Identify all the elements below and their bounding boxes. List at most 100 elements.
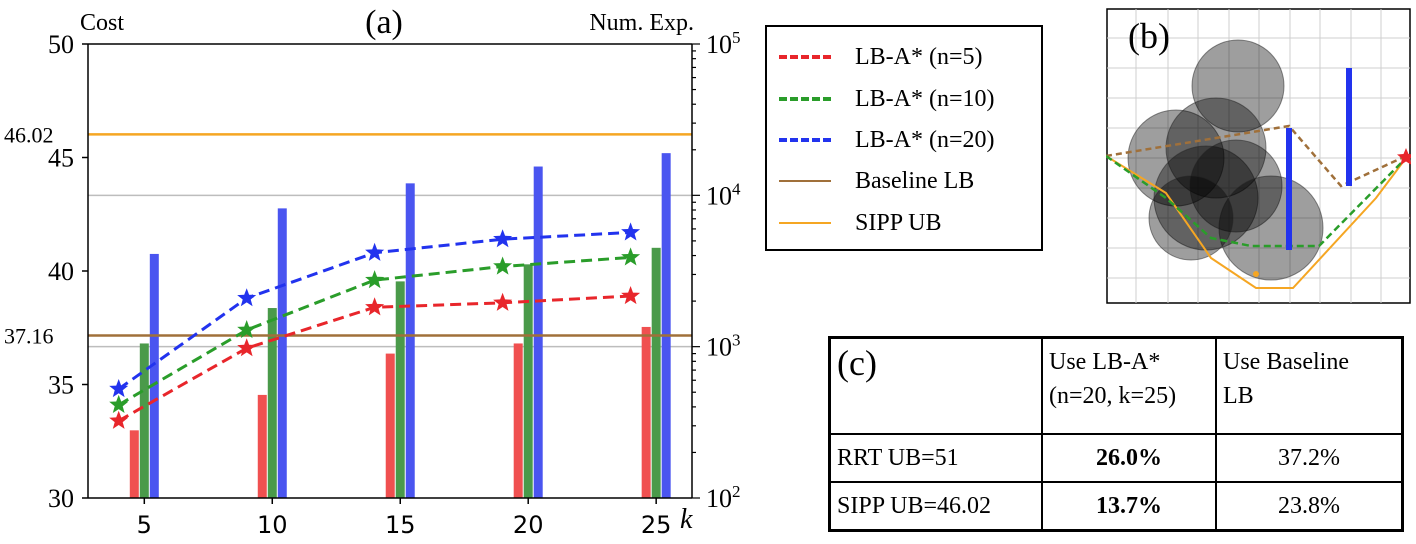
row-lba-value: 26.0% [1041, 433, 1217, 483]
obstacle-circle [1148, 175, 1234, 261]
row-baseline-value: 37.2% [1215, 433, 1404, 483]
row-baseline-value: 23.8% [1215, 481, 1404, 532]
legend-label: SIPP UB [855, 210, 942, 236]
header-line: LB [1223, 383, 1254, 409]
goal-star-icon [1397, 148, 1411, 165]
baseline-lb-path [1106, 124, 1407, 188]
legend-item-sipp: SIPP UB [767, 203, 1041, 243]
x-tick-label: 5 [137, 511, 152, 539]
y2-tick-label: 102 [706, 482, 741, 513]
legend-label: LB-A* (n=5) [855, 44, 983, 70]
star-marker [621, 286, 641, 305]
bar-n20 [533, 166, 543, 499]
legend-item-n20: LB-A* (n=20) [767, 120, 1041, 160]
star-marker [621, 247, 641, 266]
legend-swatch-sipp [779, 222, 831, 224]
legend-swatch-n10 [779, 97, 831, 101]
bar-n20 [149, 253, 159, 498]
legend-item-baseline: Baseline LB [767, 161, 1041, 201]
table-row: RRT UB=51 26.0% 37.2% [828, 433, 1404, 483]
bar-n20 [277, 208, 287, 499]
obstacle-circle [1165, 97, 1267, 199]
legend-swatch-baseline [779, 180, 831, 182]
y-tick-label: 45 [48, 144, 74, 173]
bar-n5 [257, 394, 267, 498]
legend-label: LB-A* (n=20) [855, 127, 995, 153]
obstacle-circle [1191, 39, 1285, 133]
ref-label: 46.02 [4, 122, 54, 147]
x-tick-label: 10 [257, 511, 288, 539]
panel-c-label: (c) [837, 343, 877, 383]
table-header-baseline: Use Baseline LB [1215, 336, 1404, 435]
legend-swatch-n5 [779, 55, 831, 59]
star-marker [237, 338, 257, 357]
star-marker [493, 229, 513, 248]
results-table: (c) Use LB-A* (n=20, k=25) Use Baseline … [828, 336, 1404, 532]
table-header-label-cell: (c) [828, 336, 1043, 435]
legend-label: LB-A* (n=10) [855, 86, 995, 112]
star-marker [109, 379, 129, 398]
star-marker [109, 410, 129, 429]
row-name: SIPP UB=46.02 [828, 481, 1043, 532]
star-marker [365, 242, 385, 261]
y-tick-label: 40 [48, 257, 74, 286]
moving-obstacle-bar [1286, 128, 1292, 250]
moving-obstacle-bar [1346, 68, 1352, 186]
bar-n20 [405, 183, 415, 498]
bar-n10 [395, 281, 405, 498]
bar-n20 [661, 153, 671, 498]
table-header-lba: Use LB-A* (n=20, k=25) [1041, 336, 1217, 435]
bar-n10 [651, 247, 661, 498]
header-line: Use LB-A* [1049, 349, 1161, 375]
sipp-path [1106, 155, 1407, 289]
robot-marker [1253, 271, 1259, 277]
bar-n10 [139, 343, 149, 498]
star-marker [237, 288, 257, 307]
y2-tick-label: 105 [706, 28, 741, 59]
y-tick-label: 30 [48, 484, 74, 513]
star-marker [493, 292, 513, 311]
bar-n5 [385, 353, 395, 498]
lba-path [1106, 154, 1407, 248]
legend-item-n5: LB-A* (n=5) [767, 37, 1041, 77]
bar-n5 [129, 430, 139, 498]
legend-label: Baseline LB [855, 168, 975, 194]
header-line: Use Baseline [1223, 349, 1349, 375]
left-axis-title: Cost [80, 10, 124, 36]
legend-item-n10: LB-A* (n=10) [767, 79, 1041, 119]
legend-swatch-n20 [779, 138, 831, 142]
obstacle-circle [1189, 139, 1283, 233]
bar-n10 [523, 264, 533, 498]
y-tick-label: 35 [48, 371, 74, 400]
panel-a-label: (a) [365, 4, 403, 41]
bar-n5 [641, 326, 651, 498]
star-marker [237, 320, 257, 339]
panel-b-map: (b) [1106, 8, 1411, 304]
table-header-row: (c) Use LB-A* (n=20, k=25) Use Baseline … [828, 336, 1404, 435]
star-marker [621, 222, 641, 241]
chart-a: 46.02 37.16 30 35 40 45 50 5 10 15 20 25 102 103 104 10… [4, 4, 741, 539]
star-marker [365, 297, 385, 316]
ref-label: 37.16 [4, 323, 54, 348]
star-marker [365, 270, 385, 289]
x-tick-label: 15 [385, 511, 416, 539]
bar-n5 [513, 343, 523, 498]
x-tick-label: 25 [641, 511, 672, 539]
right-axis-title: Num. Exp. [589, 10, 694, 36]
header-line: (n=20, k=25) [1049, 383, 1177, 409]
obstacles [1127, 39, 1324, 281]
x-axis-title: k [680, 504, 693, 535]
bar-n10 [267, 308, 277, 498]
star-marker [109, 394, 129, 413]
table-row: SIPP UB=46.02 13.7% 23.8% [828, 481, 1404, 532]
panel-b-label: (b) [1128, 16, 1170, 56]
y2-tick-label: 103 [706, 331, 741, 362]
x-tick-label: 20 [513, 511, 544, 539]
row-lba-value: 13.7% [1041, 481, 1217, 532]
obstacle-circle [1218, 175, 1324, 281]
legend: LB-A* (n=5) LB-A* (n=10) LB-A* (n=20) Ba… [765, 25, 1043, 251]
row-name: RRT UB=51 [828, 433, 1043, 483]
y-tick-label: 50 [48, 30, 74, 59]
y2-tick-label: 104 [706, 179, 741, 210]
star-marker [493, 256, 513, 275]
